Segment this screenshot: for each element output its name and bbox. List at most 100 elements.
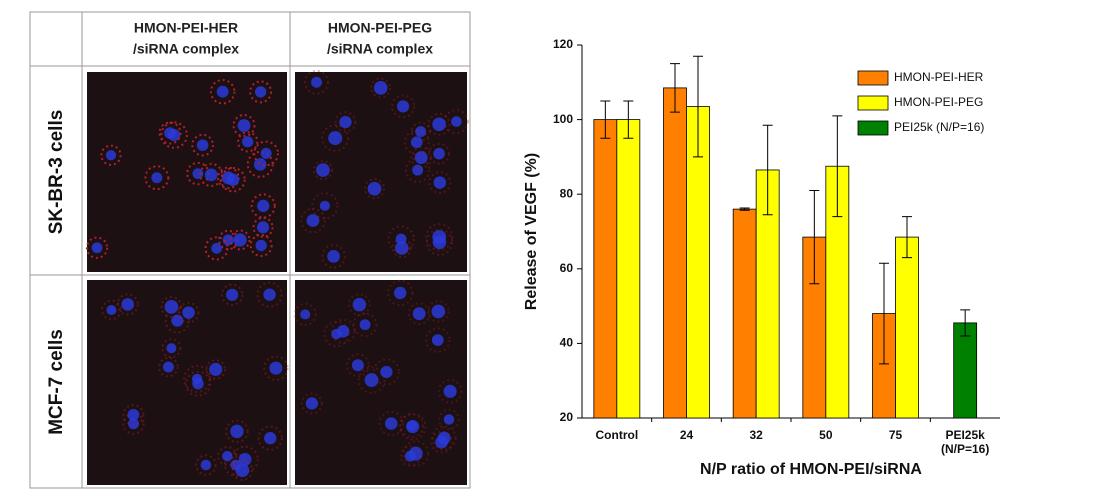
- nucleus: [191, 373, 203, 385]
- cell-halo: [231, 445, 259, 473]
- nucleus: [384, 417, 398, 430]
- error-bar: [809, 189, 820, 285]
- cell-halo: [430, 430, 453, 454]
- nucleus: [264, 432, 277, 445]
- cell-halo: [387, 225, 415, 253]
- cell-halo: [116, 293, 139, 316]
- cell-halo: [352, 312, 378, 338]
- nucleus: [192, 168, 204, 179]
- nucleus: [171, 314, 184, 327]
- nucleus: [166, 343, 177, 354]
- cell-halo: [410, 121, 431, 142]
- nucleus: [410, 136, 423, 149]
- cell-halo: [231, 459, 253, 481]
- nucleus: [306, 214, 320, 227]
- nucleus: [339, 115, 352, 129]
- y-tick-label: 40: [560, 336, 574, 350]
- nucleus: [211, 243, 222, 254]
- nucleus: [367, 181, 382, 196]
- nucleus: [255, 239, 267, 252]
- nucleus: [105, 150, 117, 161]
- nucleus: [359, 319, 371, 331]
- nucleus: [394, 286, 407, 300]
- nucleus: [127, 408, 140, 421]
- error-bar: [832, 115, 843, 218]
- nucleus: [209, 362, 223, 376]
- cell-halo: [293, 302, 317, 326]
- y-tick-label: 20: [560, 410, 574, 424]
- row-header: MCF-7 cells: [46, 329, 67, 435]
- cell-halo: [391, 237, 412, 259]
- y-tick-label: 60: [560, 261, 574, 275]
- nucleus: [432, 230, 447, 244]
- cell-halo: [345, 353, 370, 378]
- x-tick-label: 24: [680, 428, 694, 442]
- micrographs: [85, 69, 469, 485]
- cell-halo: [85, 236, 109, 259]
- nucleus: [327, 250, 340, 263]
- cell-halo: [160, 121, 188, 149]
- nucleus: [395, 233, 407, 245]
- nucleus: [432, 117, 446, 132]
- y-tick-label: 100: [553, 112, 573, 126]
- nucleus: [204, 168, 218, 182]
- column-header: /siRNA complex: [133, 41, 239, 57]
- cell-halo: [183, 364, 212, 393]
- x-tick-label: 32: [749, 428, 763, 442]
- error-bar: [739, 207, 750, 211]
- nucleus: [164, 127, 176, 139]
- x-tick-label: 50: [819, 428, 833, 442]
- nucleus: [253, 158, 267, 171]
- nucleus: [235, 463, 250, 478]
- nucleus: [305, 397, 319, 410]
- cell-halo: [311, 192, 339, 220]
- cell-halo: [321, 124, 350, 153]
- bar: [953, 322, 978, 419]
- cell-halo: [300, 392, 323, 415]
- nucleus: [412, 164, 424, 176]
- cell-halo: [427, 300, 450, 323]
- cell-halo: [399, 413, 425, 439]
- cell-halo: [386, 279, 414, 307]
- error-bar: [670, 63, 680, 113]
- nucleus: [237, 119, 251, 132]
- cell-halo: [402, 440, 430, 468]
- bar: [616, 119, 641, 419]
- row-header: SK-BR-3 cells: [46, 110, 67, 235]
- cell-halo: [161, 338, 182, 359]
- cell-halo: [427, 112, 451, 136]
- nucleus: [162, 361, 174, 373]
- nucleus: [364, 373, 379, 388]
- cell-halo: [195, 454, 217, 476]
- nucleus: [300, 309, 311, 320]
- bar: [593, 119, 618, 419]
- nucleus: [226, 173, 240, 186]
- nucleus: [336, 325, 350, 338]
- cell-halo: [185, 370, 212, 397]
- cell-halo: [225, 419, 249, 444]
- cell-halo: [204, 236, 229, 261]
- nucleus: [269, 361, 283, 375]
- chart: 20 40 60 80 100 120 Release of VEGF (%) N/P rat…: [523, 37, 1000, 478]
- cell-halo: [205, 359, 227, 380]
- cell-halo: [229, 229, 251, 251]
- nucleus: [91, 242, 103, 254]
- cell-halo: [160, 295, 183, 318]
- cell-halo: [330, 318, 356, 344]
- nucleus: [260, 147, 272, 159]
- cell-halo: [122, 403, 145, 426]
- cell-halo: [257, 425, 283, 451]
- cell-halo: [321, 244, 346, 269]
- y-tick-label: 120: [553, 37, 573, 51]
- nucleus: [396, 100, 410, 113]
- nucleus: [433, 147, 445, 160]
- cell-halo: [407, 302, 431, 326]
- nucleus: [380, 365, 393, 379]
- cell-halo: [403, 129, 430, 156]
- x-tick-label: 75: [889, 428, 903, 442]
- legend-swatch: [857, 70, 889, 86]
- cell-halo: [438, 408, 460, 431]
- error-bar: [960, 309, 971, 337]
- nucleus: [406, 420, 417, 431]
